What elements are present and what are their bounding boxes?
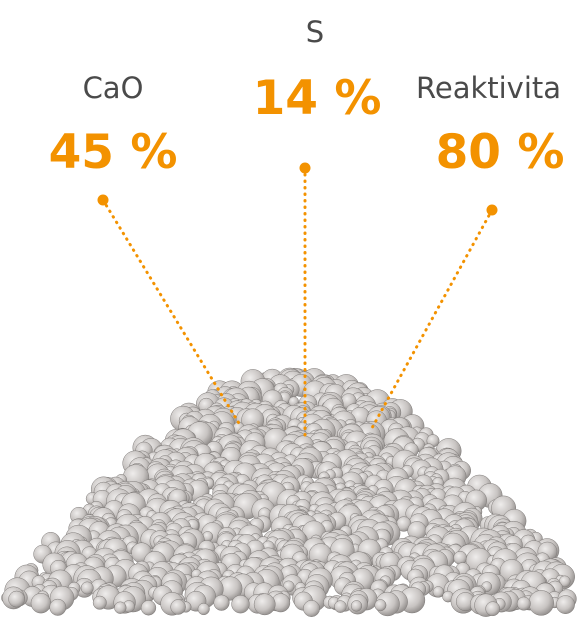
label-value: 14 % xyxy=(253,71,382,126)
granule xyxy=(171,600,186,615)
leader-dot xyxy=(487,205,498,216)
granule xyxy=(529,590,554,615)
granule xyxy=(141,600,156,615)
granule xyxy=(81,582,93,594)
label-value: 80 % xyxy=(436,125,565,180)
granule xyxy=(454,551,467,564)
label-name: S xyxy=(306,15,324,49)
leader-dot xyxy=(300,163,311,174)
label-name: Reaktivita xyxy=(416,71,561,105)
granule xyxy=(334,601,346,613)
granule xyxy=(232,595,250,613)
granule xyxy=(433,587,444,598)
granule-pile xyxy=(1,368,576,617)
granule xyxy=(351,601,362,612)
granule xyxy=(50,599,66,615)
granule xyxy=(198,603,210,615)
granule xyxy=(93,596,106,609)
granule xyxy=(9,591,25,607)
label-value: 45 % xyxy=(49,125,178,180)
granule xyxy=(556,596,574,614)
granule xyxy=(31,593,51,613)
infographic: CaO 45 % S 14 % Reaktivita 80 % xyxy=(0,0,586,617)
granule xyxy=(486,602,500,616)
granule xyxy=(303,600,319,616)
granule xyxy=(517,597,530,610)
granule xyxy=(375,600,386,611)
granule xyxy=(214,595,230,611)
granule xyxy=(114,602,126,614)
label-name: CaO xyxy=(83,71,144,105)
granule xyxy=(254,594,275,615)
leader-dot xyxy=(98,195,109,206)
leader-line xyxy=(372,210,492,428)
